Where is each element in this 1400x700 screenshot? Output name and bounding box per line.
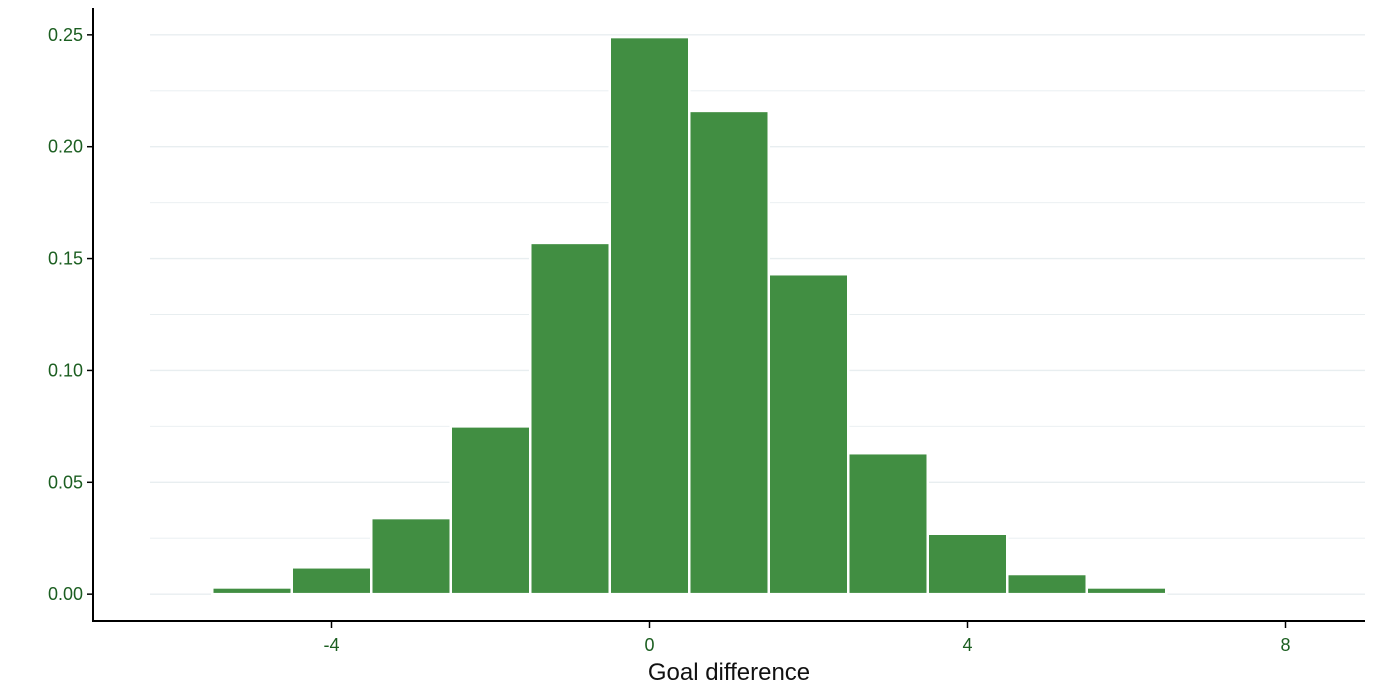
x-tick-label: 8 xyxy=(1280,635,1290,655)
x-axis-title: Goal difference xyxy=(648,659,810,686)
y-tick-label: 0.10 xyxy=(48,360,83,380)
histogram-bar xyxy=(529,241,611,596)
x-axis-ticks: -4 0 4 8 xyxy=(323,621,1291,655)
histogram-bar xyxy=(211,586,293,596)
bars xyxy=(211,35,1168,596)
histogram-bar xyxy=(370,516,452,596)
y-tick-label: 0.00 xyxy=(48,584,83,604)
histogram-bar xyxy=(1006,572,1088,596)
histogram-bar xyxy=(449,425,532,596)
histogram-bar xyxy=(767,272,850,596)
x-tick-label: -4 xyxy=(323,635,339,655)
histogram-bar xyxy=(608,35,691,596)
y-tick-label: 0.25 xyxy=(48,25,83,45)
x-tick-label: 0 xyxy=(644,635,654,655)
histogram-bar xyxy=(1085,586,1168,596)
axes xyxy=(92,8,1365,622)
y-axis-ticks: 0.00 0.05 0.10 0.15 0.20 0.25 xyxy=(48,25,93,604)
y-tick-label: 0.15 xyxy=(48,249,83,269)
x-tick-label: 4 xyxy=(962,635,972,655)
histogram-bar xyxy=(847,451,929,596)
y-tick-label: 0.05 xyxy=(48,472,83,492)
histogram-bar xyxy=(926,532,1009,596)
histogram-bar xyxy=(688,109,770,596)
histogram-bar xyxy=(290,566,373,596)
y-tick-label: 0.20 xyxy=(48,137,83,157)
